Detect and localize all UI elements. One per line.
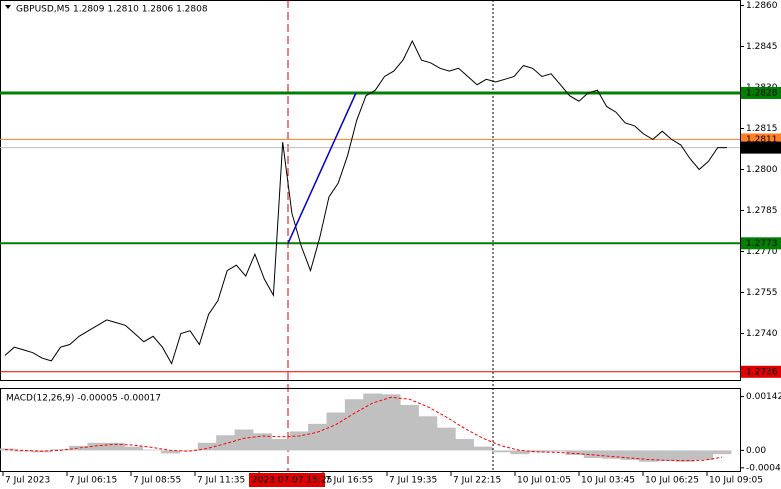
macd-bar [602,450,622,459]
macd-bar [50,449,70,451]
macd-bar [528,450,548,453]
macd-bar [271,439,291,451]
macd-bar [124,446,144,451]
macd-bar [473,446,493,451]
trend-line [287,92,357,244]
highlight-box [249,473,325,487]
x-tick-label: 7 Jul 19:35 [389,476,437,486]
highlight-label: 2023.07.07 15:25 [252,476,332,486]
macd-bar [161,450,180,454]
macd-bar [510,450,530,455]
macd-bar [694,450,714,460]
macd-bar [308,423,327,451]
macd-bar [142,449,162,451]
y-tick-label: 0.00142 [746,392,781,402]
level-label-box [741,86,781,99]
price-panel [0,0,741,381]
chart-title: GBPUSD,M5 1.2809 1.2810 1.2806 1.2808 [16,5,208,15]
x-tick-label: 7 Jul 2023 [5,476,50,486]
x-tick-label: 7 Jul 11:35 [197,476,245,486]
y-tick-label: 0.00 [746,446,766,456]
x-tick-label: 10 Jul 03:45 [581,476,635,486]
macd-bar [400,404,419,451]
macd-bar [455,439,475,451]
macd-bar [179,450,199,452]
level-label-box [741,141,781,154]
macd-bar [234,429,254,451]
macd-bar [105,442,125,451]
y-tick-label: 1.2785 [746,206,778,216]
y-tick-label: 1.2755 [746,288,778,298]
macd-bar [491,450,511,453]
x-tick-label: 7 Jul 06:15 [69,476,117,486]
macd-bar [289,431,309,451]
macd-bar [252,433,272,451]
macd-bar [326,412,346,451]
x-tick-label: 10 Jul 01:05 [517,476,571,486]
y-tick-label: 1.2740 [746,329,778,339]
y-tick-label: -0.00046 [746,463,781,473]
level-label: 1.2726 [746,367,778,377]
macd-bar [639,450,658,462]
x-tick-label: 10 Jul 09:05 [709,476,763,486]
level-label: 1.2828 [746,88,778,98]
x-tick-label: 7 Jul 22:15 [453,476,501,486]
level-label-box [741,237,781,250]
signal-line [4,396,723,462]
macd-bar [436,427,456,451]
macd-bar [712,450,732,455]
macd-bar [363,393,383,451]
price-line [4,39,727,365]
macd-bar [87,442,107,451]
macd-bar [216,435,236,451]
macd-bar [69,445,88,451]
macd-bar [565,450,585,455]
macd-bar [418,416,438,451]
macd-bar [547,450,566,452]
x-tick-label: 7 Jul 08:55 [133,476,181,486]
level-label-box [741,365,781,378]
y-tick-label: 1.2770 [746,247,778,257]
y-tick-label: 1.2860 [746,1,778,11]
macd-bar [197,442,217,451]
macd-bar [620,450,640,460]
level-label: 1.2808 [746,143,778,153]
macd-bar [583,450,603,458]
macd-title: MACD(12,26,9) -0.00005 -0.00017 [6,394,161,404]
level-label: 1.2773 [746,239,778,249]
y-tick-label: 1.2800 [746,165,778,175]
y-tick-label: 1.2815 [746,124,778,134]
menu-arrow [5,5,11,9]
macd-bar [675,450,695,462]
macd-bar [13,450,33,452]
x-tick-label: 10 Jul 06:25 [645,476,699,486]
macd-bar [381,394,401,451]
level-label: 1.2811 [746,135,778,145]
y-tick-label: 1.2845 [746,42,778,52]
x-tick-label: 7 Jul 16:55 [325,476,373,486]
macd-bar [344,399,364,451]
macd-bar [657,450,677,462]
